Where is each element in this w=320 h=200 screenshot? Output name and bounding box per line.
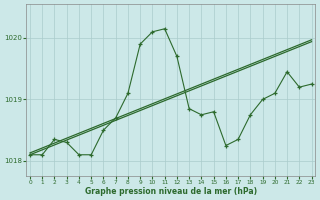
X-axis label: Graphe pression niveau de la mer (hPa): Graphe pression niveau de la mer (hPa)	[85, 187, 257, 196]
